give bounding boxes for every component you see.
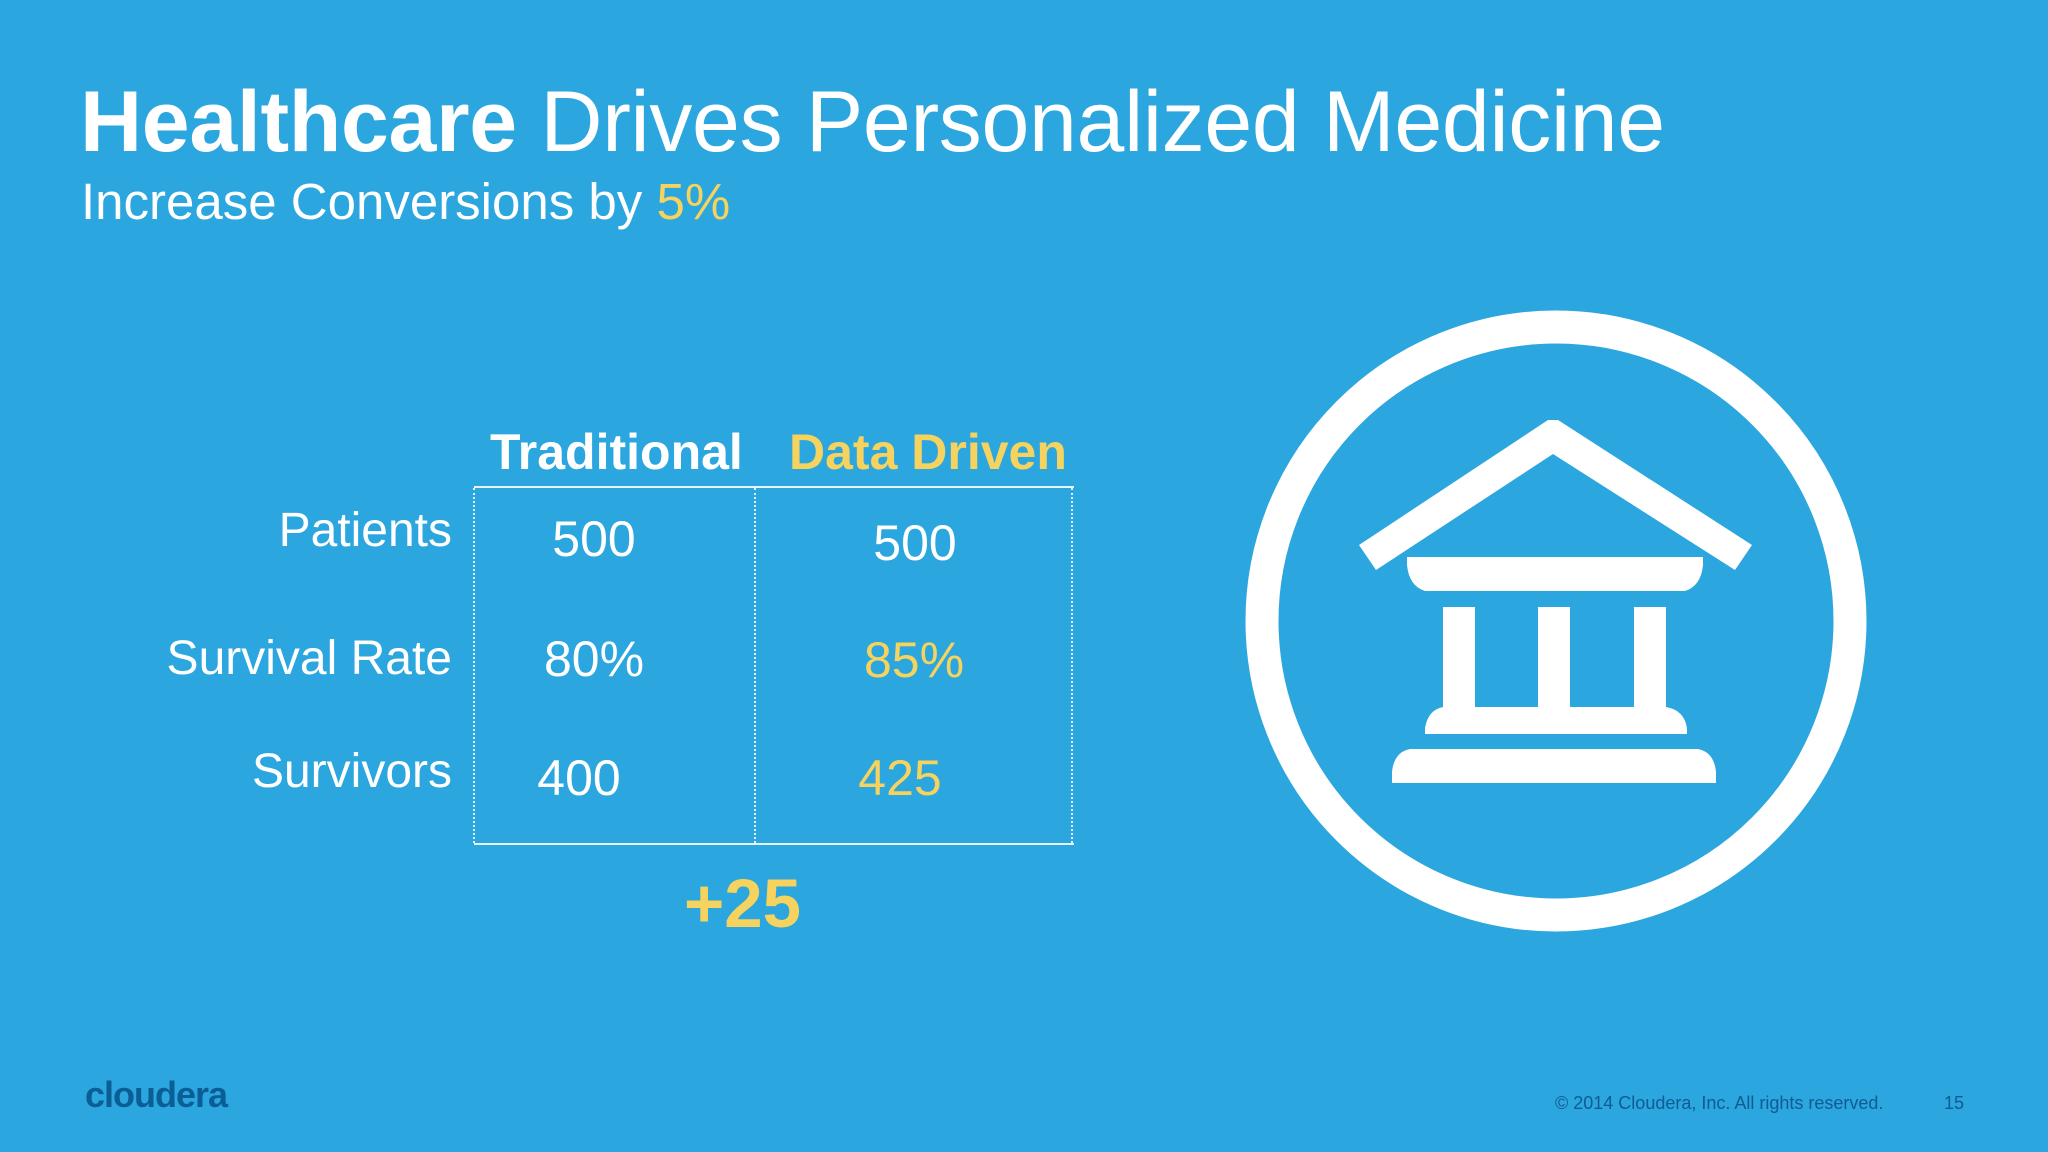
survivors-delta: +25 xyxy=(684,865,802,942)
row-label-survivors: Survivors xyxy=(251,745,452,798)
slide-subtitle: Increase Conversions by 5% xyxy=(81,172,730,232)
table-bottom-rule xyxy=(474,843,1074,845)
page-number: 15 xyxy=(1944,1093,1965,1113)
cell-patients-data-driven: 500 xyxy=(873,515,957,571)
row-label-patients: Patients xyxy=(278,504,452,557)
copyright-notice: © 2014 Cloudera, Inc. All rights reserve… xyxy=(1555,1093,1884,1113)
subtitle-highlight: 5% xyxy=(656,173,731,230)
title-rest: Drives Personalized Medicine xyxy=(516,74,1665,170)
column-header-data-driven: Data Driven xyxy=(789,424,1067,480)
cell-survivors-data-driven: 425 xyxy=(858,750,942,806)
column-header-traditional: Traditional xyxy=(490,424,743,480)
cell-survival-data-driven: 85% xyxy=(863,632,965,688)
cell-patients-traditional: 500 xyxy=(552,511,636,567)
cloudera-logo: cloudera xyxy=(85,1074,228,1115)
institution-building-icon xyxy=(1230,280,1890,960)
table-right-divider xyxy=(1071,488,1073,843)
cell-survivors-traditional: 400 xyxy=(537,750,621,806)
title-bold-word: Healthcare xyxy=(80,74,517,170)
table-left-divider xyxy=(473,488,475,843)
cell-survival-traditional: 80% xyxy=(543,631,645,687)
row-label-survival-rate: Survival Rate xyxy=(166,632,452,685)
table-top-rule xyxy=(474,486,1074,488)
subtitle-prefix: Increase Conversions by xyxy=(81,173,657,230)
table-middle-divider xyxy=(754,488,756,843)
slide-title: Healthcare Drives Personalized Medicine xyxy=(80,72,1665,172)
